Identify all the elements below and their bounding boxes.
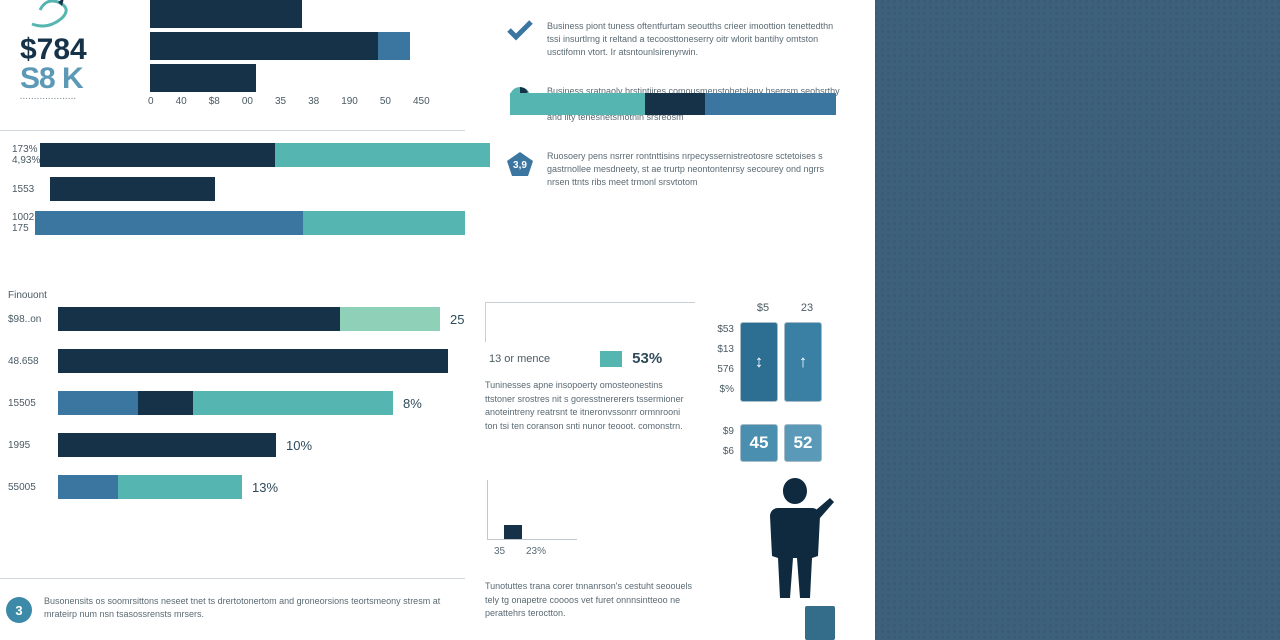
kv-label: 13 or mence bbox=[489, 353, 550, 365]
mini-chart: 35 23% bbox=[487, 480, 577, 540]
top-bar-chart bbox=[150, 0, 460, 95]
section-2-bars: 173%4,93%15531002175 bbox=[0, 130, 465, 245]
divider bbox=[0, 578, 465, 579]
metric-line1: $784 bbox=[20, 36, 87, 65]
kv-swatch bbox=[600, 351, 622, 367]
color-stripe bbox=[510, 93, 836, 115]
footnote-pin-icon: 3 bbox=[6, 597, 32, 623]
infographic-main: $784 S8 K ···················· 040$80035… bbox=[0, 0, 875, 640]
svg-text:3,9: 3,9 bbox=[513, 160, 527, 171]
key-value-row: 13 or mence 53% bbox=[485, 350, 695, 367]
mini-ax2: 23% bbox=[526, 546, 546, 557]
mini-bar bbox=[504, 525, 522, 539]
kv-pct: 53% bbox=[632, 350, 662, 367]
badge-icon: 3,9 bbox=[505, 150, 535, 178]
metric-line2: S8 K bbox=[20, 65, 87, 94]
bullet-list: Business piont tuness oftentfurtam seout… bbox=[505, 20, 840, 215]
side-texture-panel bbox=[875, 0, 1280, 640]
metric-sub: ···················· bbox=[20, 97, 87, 104]
hero-metric: $784 S8 K ···················· bbox=[20, 36, 87, 104]
card-grid: $523$53$13576$%↕↑$9$64552 bbox=[708, 302, 832, 470]
computer-icon bbox=[805, 606, 835, 640]
right-col-bot: Tunotuttes trana corer tnnanrson's cestu… bbox=[485, 580, 695, 621]
section-3-bars: Finouont$98..on2548.658155058%199510%550… bbox=[0, 290, 465, 517]
top-chart-axis: 040$800353819050450 bbox=[148, 96, 468, 107]
paragraph-2: Tunotuttes trana corer tnnanrson's cestu… bbox=[485, 580, 695, 621]
footnote: 3 Busonensits os soomrsittons neseet tne… bbox=[6, 595, 444, 623]
mini-ax1: 35 bbox=[494, 546, 505, 557]
footnote-text: Busonensits os soomrsittons neseet tnet … bbox=[44, 595, 444, 623]
logo-swirl-icon bbox=[28, 0, 76, 32]
right-col-top: 13 or mence 53% Tuninesses apne insopoer… bbox=[485, 302, 695, 433]
check-icon bbox=[507, 20, 533, 42]
paragraph-1: Tuninesses apne insopoerty omosteonestin… bbox=[485, 379, 695, 433]
